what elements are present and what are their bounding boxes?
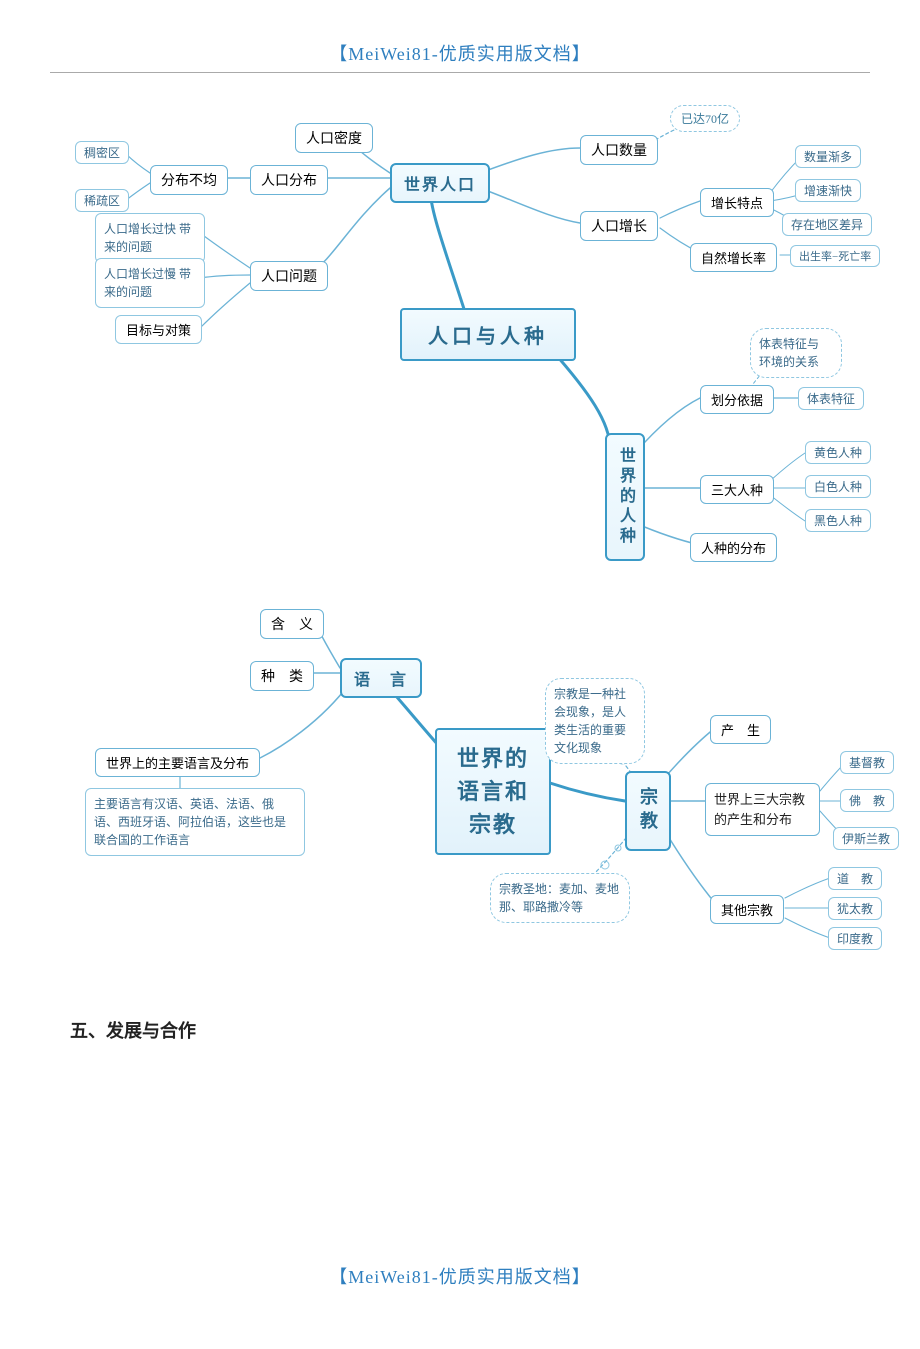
cloud-features-env: 体表特征与 环境的关系 <box>750 328 842 378</box>
node-world-population: 世界人口 <box>390 163 490 203</box>
para-lang-list: 主要语言有汉语、英语、法语、俄语、西班牙语、阿拉伯语，这些也是联合国的工作语言 <box>85 788 305 856</box>
center-node-language-religion: 世界的 语言和 宗教 <box>435 728 551 855</box>
leaf-physical-features: 体表特征 <box>798 387 864 410</box>
node-religion-origin: 产 生 <box>710 715 771 744</box>
cloud-7billion: 已达70亿 <box>670 105 740 132</box>
node-problem-fast: 人口增长过快 带来的问题 <box>95 213 205 263</box>
section-title: 五、发展与合作 <box>70 1017 870 1043</box>
node-distribution-uneven: 分布不均 <box>150 165 228 195</box>
mindmap-population: 人口与人种 世界人口 人口密度 人口分布 分布不均 稠密区 稀疏区 人口问题 人… <box>50 93 870 563</box>
node-dense-area: 稠密区 <box>75 141 129 164</box>
node-growth-features: 增长特点 <box>700 188 774 217</box>
leaf-black-race: 黑色人种 <box>805 509 871 532</box>
node-religion: 宗教 <box>625 771 671 851</box>
mindmap-language-religion: 世界的 语言和 宗教 语 言 含 义 种 类 世界上的主要语言及分布 主要语言有… <box>50 573 870 993</box>
leaf-birth-death: 出生率−死亡率 <box>790 245 880 267</box>
node-problem-slow: 人口增长过慢 带来的问题 <box>95 258 205 308</box>
page-header: 【MeiWei81-优质实用版文档】 <box>50 40 870 73</box>
cloud-holy-places: 宗教圣地：麦加、麦地那、耶路撒冷等 <box>490 873 630 923</box>
node-language: 语 言 <box>340 658 422 698</box>
node-three-races: 三大人种 <box>700 475 774 504</box>
page-footer: 【MeiWei81-优质实用版文档】 <box>50 1263 870 1289</box>
node-other-religions: 其他宗教 <box>710 895 784 924</box>
leaf-christianity: 基督教 <box>840 751 894 774</box>
node-population-problems: 人口问题 <box>250 261 328 291</box>
leaf-quantity-more: 数量渐多 <box>795 145 861 168</box>
node-lang-meaning: 含 义 <box>260 609 324 639</box>
leaf-white-race: 白色人种 <box>805 475 871 498</box>
cloud-religion-meaning: 宗教是一种社会现象，是人类生活的重要文化现象 <box>545 678 645 764</box>
leaf-islam: 伊斯兰教 <box>833 827 899 850</box>
node-lang-main: 世界上的主要语言及分布 <box>95 748 260 777</box>
leaf-speed-faster: 增速渐快 <box>795 179 861 202</box>
node-goals-measures: 目标与对策 <box>115 315 202 344</box>
node-world-races: 世界的人种 <box>605 433 645 561</box>
node-race-distribution: 人种的分布 <box>690 533 777 562</box>
node-population-quantity: 人口数量 <box>580 135 658 165</box>
leaf-yellow-race: 黄色人种 <box>805 441 871 464</box>
node-natural-growth-rate: 自然增长率 <box>690 243 777 272</box>
node-sparse-area: 稀疏区 <box>75 189 129 212</box>
center-node-population: 人口与人种 <box>400 308 576 361</box>
node-classification-basis: 划分依据 <box>700 385 774 414</box>
leaf-taoism: 道 教 <box>828 867 882 890</box>
leaf-regional-diff: 存在地区差异 <box>782 213 872 236</box>
node-population-density: 人口密度 <box>295 123 373 153</box>
node-population-distribution: 人口分布 <box>250 165 328 195</box>
node-lang-types: 种 类 <box>250 661 314 691</box>
leaf-hinduism: 印度教 <box>828 927 882 950</box>
node-population-growth: 人口增长 <box>580 211 658 241</box>
leaf-judaism: 犹太教 <box>828 897 882 920</box>
leaf-buddhism: 佛 教 <box>840 789 894 812</box>
node-three-religions: 世界上三大宗教 的产生和分布 <box>705 783 820 836</box>
